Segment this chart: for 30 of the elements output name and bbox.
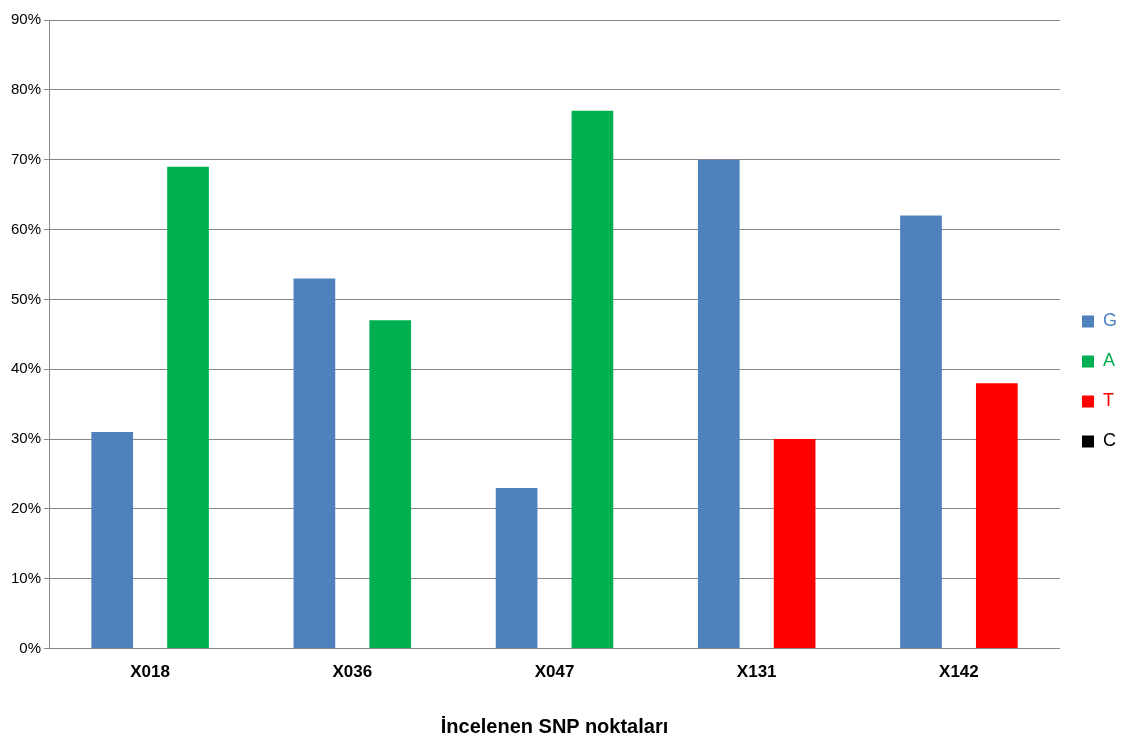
y-tick-label: 70% (10, 149, 42, 167)
y-tick-label: 40% (10, 359, 42, 377)
y-tick-label: 20% (10, 499, 42, 517)
bar (975, 383, 1018, 649)
y-tick-label: 30% (10, 429, 42, 447)
x-tick-label: X036 (332, 662, 373, 682)
bar (369, 320, 412, 649)
x-tick-label: X131 (736, 662, 777, 682)
legend-label: A (1103, 350, 1116, 371)
x-axis-title: İncelenen SNP noktaları (440, 714, 669, 737)
bar (697, 159, 740, 649)
y-tick-label: 50% (10, 289, 42, 307)
bar (167, 166, 209, 649)
bar (571, 110, 614, 649)
bar (293, 278, 336, 649)
bar (773, 439, 816, 649)
y-tick-label: 0% (19, 638, 42, 656)
y-tick-label: 90% (10, 10, 42, 28)
x-tick-label: X142 (939, 662, 979, 682)
legend-label: C (1103, 430, 1116, 451)
y-tick-label: 10% (10, 568, 42, 586)
x-tick-label: X047 (534, 662, 575, 682)
bar (495, 487, 538, 649)
legend-label: G (1103, 310, 1118, 331)
y-tick-label: 80% (10, 79, 42, 97)
y-tick-label: 60% (10, 219, 42, 237)
bar (91, 432, 134, 649)
x-tick-label: X018 (130, 662, 170, 682)
legend-label: T (1103, 390, 1114, 411)
bar (900, 215, 942, 649)
